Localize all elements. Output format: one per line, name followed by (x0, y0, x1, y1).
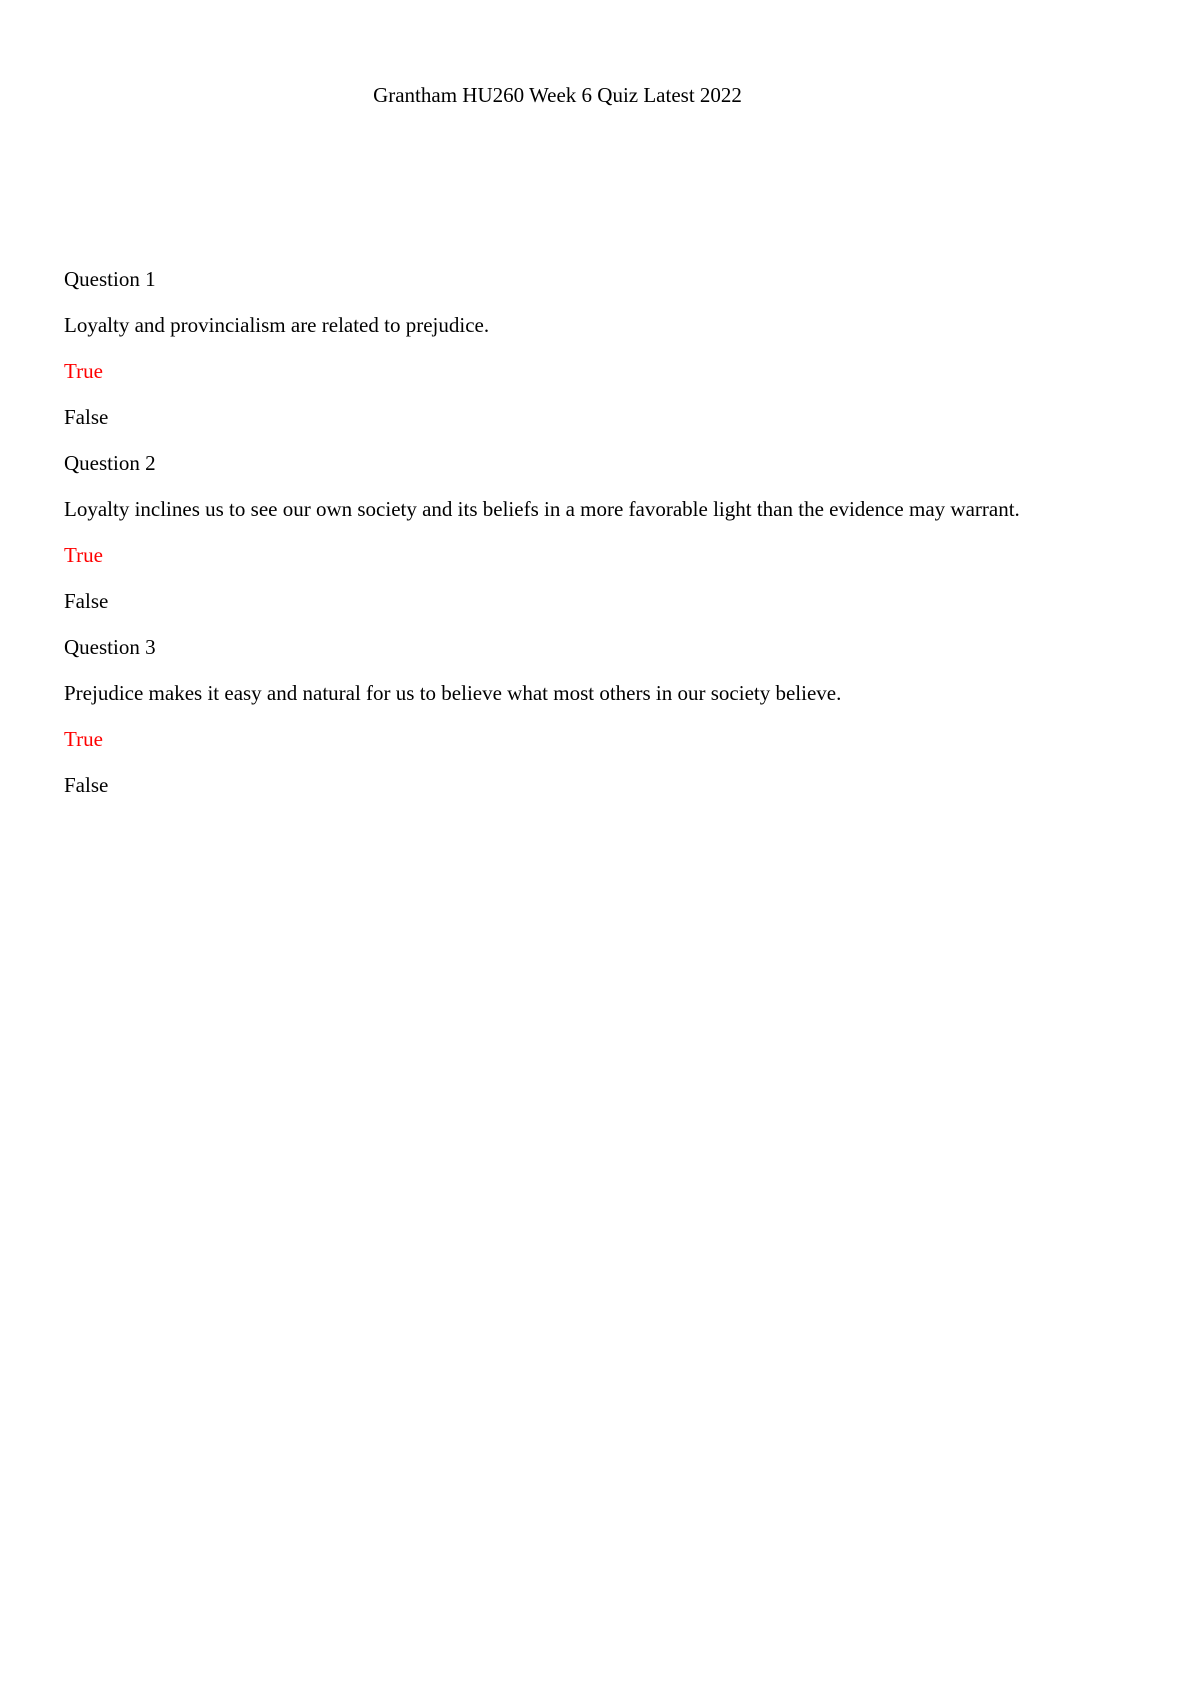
answer-option-false: False (64, 773, 109, 797)
question-label: Question 3 (64, 635, 156, 659)
question-text: Loyalty inclines us to see our own socie… (64, 497, 1020, 521)
answer-option-true: True (64, 727, 103, 751)
document-content: Grantham HU260 Week 6 Quiz Latest 2022 Q… (64, 80, 1091, 801)
question-text: Loyalty and provincialism are related to… (64, 313, 490, 337)
answer-option-false: False (64, 405, 109, 429)
quiz-body: Question 1 Loyalty and provincialism are … (64, 264, 1091, 801)
page-title: Grantham HU260 Week 6 Quiz Latest 2022 (373, 83, 742, 107)
question-label: Question 2 (64, 451, 156, 475)
answer-option-true: True (64, 543, 103, 567)
answer-option-false: False (64, 589, 109, 613)
question-label: Question 1 (64, 267, 156, 291)
question-text: Prejudice makes it easy and natural for … (64, 681, 842, 705)
answer-option-true: True (64, 359, 103, 383)
